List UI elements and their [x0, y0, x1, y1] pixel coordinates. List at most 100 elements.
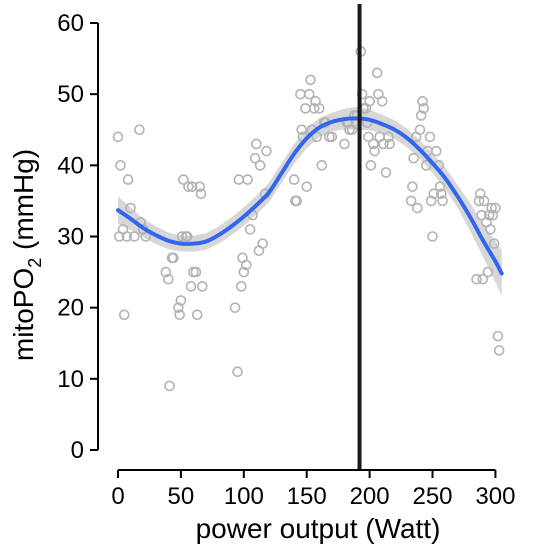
data-point: [371, 67, 383, 79]
y-tick-label: 60: [57, 10, 84, 37]
data-point: [181, 231, 193, 242]
data-point: [196, 281, 208, 292]
y-tick-label: 20: [57, 295, 84, 322]
x-tick-label: 300: [475, 483, 515, 510]
data-point: [346, 124, 358, 136]
data-point: [486, 202, 497, 214]
data-point: [418, 103, 430, 114]
data-point: [249, 152, 261, 164]
data-point: [378, 138, 389, 150]
data-point: [407, 181, 418, 192]
data-point: [178, 174, 189, 185]
data-point: [301, 181, 313, 192]
y-axis-title-subscript: 2: [25, 258, 45, 268]
data-points: [112, 46, 505, 392]
data-point: [115, 160, 126, 171]
y-tick-label: 10: [57, 366, 84, 393]
data-point: [408, 152, 419, 164]
data-point: [118, 309, 130, 321]
data-point: [412, 202, 423, 214]
y-axis-title: mitoPO2 (mmHg): [8, 149, 45, 361]
data-point: [434, 181, 446, 192]
y-tick-label: 50: [57, 81, 84, 108]
x-tick-label: 50: [168, 483, 195, 510]
data-point: [288, 174, 300, 185]
data-point: [476, 209, 487, 221]
data-point: [229, 302, 241, 313]
data-point: [175, 295, 187, 306]
data-point: [488, 238, 500, 249]
data-point: [303, 88, 315, 100]
data-point: [384, 138, 396, 150]
data-point: [477, 273, 489, 285]
data-point: [492, 330, 504, 342]
x-tick-label: 200: [350, 483, 390, 510]
y-axis-title-main: mitoPO: [8, 268, 39, 361]
data-point: [241, 259, 252, 271]
data-point: [420, 160, 432, 171]
data-point: [251, 138, 262, 150]
data-point: [254, 160, 266, 171]
data-point: [295, 88, 306, 100]
data-point: [380, 167, 392, 178]
data-point: [134, 124, 145, 136]
data-point: [339, 138, 350, 150]
data-point: [242, 174, 253, 185]
data-point: [430, 145, 442, 157]
data-point: [478, 195, 490, 207]
data-point: [291, 195, 302, 207]
data-point: [437, 195, 448, 207]
data-point: [173, 302, 184, 313]
x-axis: 0 50 100 150 200 250 300: [111, 469, 515, 510]
x-tick-label: 150: [287, 483, 327, 510]
data-point: [414, 124, 426, 136]
data-point: [185, 281, 197, 292]
plot-area: [112, 4, 505, 470]
data-point: [436, 188, 447, 200]
confidence-band: [118, 107, 502, 297]
y-axis-title-unit: (mmHg): [8, 149, 39, 258]
data-point: [485, 224, 496, 235]
data-point: [364, 95, 375, 107]
data-point: [190, 266, 202, 278]
y-tick-label: 30: [57, 224, 84, 251]
data-point: [368, 138, 379, 150]
y-axis: 0 10 20 30 40 50 60: [57, 10, 99, 464]
data-point: [191, 309, 203, 321]
data-point: [415, 110, 427, 121]
data-point: [471, 273, 482, 285]
data-point: [244, 224, 256, 235]
data-point: [261, 145, 272, 157]
data-point: [163, 273, 174, 285]
data-point: [140, 231, 151, 242]
data-point: [195, 188, 207, 200]
data-point: [308, 103, 320, 114]
data-point: [487, 209, 499, 221]
data-point: [235, 281, 247, 292]
data-point: [383, 131, 394, 143]
data-point: [316, 160, 328, 171]
data-point: [164, 380, 175, 392]
data-point: [233, 174, 245, 185]
x-axis-title: power output (Watt): [196, 513, 441, 544]
data-point: [305, 74, 316, 86]
data-point: [363, 131, 374, 143]
x-tick-label: 250: [412, 483, 452, 510]
data-point: [365, 160, 377, 171]
data-point: [232, 366, 243, 378]
data-point: [427, 231, 438, 242]
data-point: [483, 209, 495, 221]
data-point: [405, 195, 417, 207]
data-point: [311, 131, 323, 143]
data-point: [174, 309, 185, 321]
data-point: [257, 238, 268, 249]
data-point: [194, 181, 206, 192]
data-point: [168, 252, 179, 264]
x-tick-label: 0: [111, 483, 124, 510]
data-point: [112, 131, 124, 143]
data-point: [238, 266, 250, 278]
data-point: [160, 266, 172, 278]
x-tick-label: 100: [224, 483, 264, 510]
data-point: [186, 181, 198, 192]
